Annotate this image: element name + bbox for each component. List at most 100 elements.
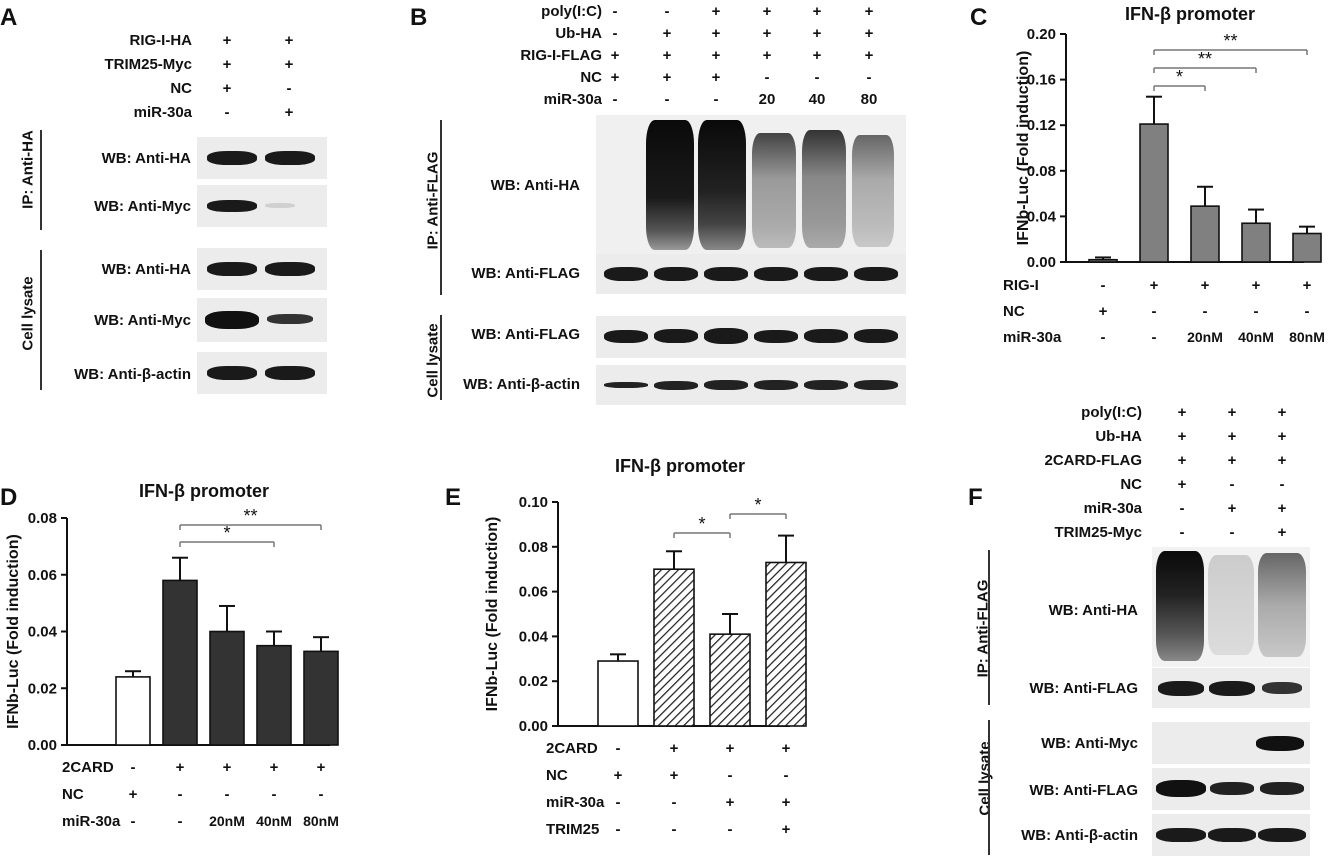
bar <box>765 561 807 727</box>
condition-value: + <box>1177 428 1187 445</box>
blot-smear <box>646 120 694 250</box>
significance-mark: * <box>754 495 761 515</box>
condition-value: + <box>610 69 620 86</box>
bar <box>256 644 292 746</box>
condition-value: - <box>1254 303 1259 320</box>
condition-label: poly(I:C) <box>1081 404 1142 421</box>
condition-value: + <box>1177 476 1187 493</box>
condition-value: - <box>272 786 277 803</box>
condition-value: - <box>728 767 733 784</box>
blot-band <box>207 366 257 380</box>
blot-strip <box>197 137 327 179</box>
y-tick-label: 0.08 <box>519 539 548 556</box>
blot-band <box>1258 828 1306 842</box>
condition-value: - <box>612 91 618 108</box>
lysate-label: Cell lysate <box>976 741 994 816</box>
condition-value: - <box>1179 524 1185 541</box>
blot-label: WB: Anti-Myc <box>94 198 191 215</box>
condition-label: Ub-HA <box>1095 428 1142 445</box>
blot-band <box>604 267 648 281</box>
blot-band <box>754 329 798 343</box>
condition-label: RIG-I-HA <box>129 32 193 49</box>
y-tick-label: 0.20 <box>1027 26 1056 43</box>
condition-value: + <box>782 794 791 811</box>
blot-band <box>1208 828 1256 842</box>
y-tick-label: 0.04 <box>519 628 549 645</box>
condition-label: 2CARD-FLAG <box>1044 452 1143 469</box>
condition-value: 40nM <box>256 813 292 829</box>
condition-value: + <box>223 759 232 776</box>
blot-strip <box>596 316 906 358</box>
y-axis-label: IFNb-Luc (Fold induction) <box>1015 51 1032 246</box>
condition-value: 40nM <box>1238 329 1274 345</box>
blot-label: WB: Anti-FLAG <box>1029 680 1138 697</box>
y-tick-label: 0.08 <box>1027 163 1056 180</box>
condition-value: - <box>1305 303 1310 320</box>
bar <box>1139 123 1169 263</box>
lysate-label: Cell lysate <box>424 323 442 398</box>
blot-label: WB: Anti-FLAG <box>1029 782 1138 799</box>
condition-value: + <box>711 25 721 42</box>
significance-mark: ** <box>243 506 257 526</box>
condition-value: + <box>129 786 138 803</box>
condition-value: + <box>1099 303 1108 320</box>
y-axis-label: IFNb-Luc (Fold induction) <box>484 517 501 712</box>
panel-label-f: F <box>968 484 983 511</box>
condition-value: - <box>616 740 621 757</box>
bar <box>597 660 639 727</box>
condition-label: 2CARD <box>546 740 598 757</box>
condition-value: + <box>1177 404 1187 421</box>
bar <box>303 650 339 746</box>
blot-band <box>1209 681 1255 696</box>
condition-value: + <box>1201 277 1210 294</box>
bar <box>653 568 695 727</box>
y-tick-label: 0.12 <box>1027 117 1056 134</box>
ip-bracket <box>988 550 990 705</box>
y-tick-label: 0.02 <box>519 673 548 690</box>
condition-value: + <box>610 47 620 64</box>
blot-band <box>654 380 698 390</box>
condition-value: + <box>670 767 679 784</box>
y-tick-label: 0.00 <box>1027 254 1056 271</box>
blot-band <box>604 382 648 388</box>
blot-smear <box>852 135 894 247</box>
condition-value: + <box>711 69 721 86</box>
condition-value: + <box>176 759 185 776</box>
blot-strip <box>1152 668 1310 708</box>
bar <box>1241 222 1271 263</box>
blot-strip <box>197 298 327 342</box>
condition-value: + <box>284 56 294 73</box>
condition-value: + <box>1227 428 1237 445</box>
condition-value: 20nM <box>1187 329 1223 345</box>
condition-value: + <box>812 25 822 42</box>
significance-mark: * <box>1176 67 1183 87</box>
blot-label: WB: Anti-FLAG <box>471 265 580 282</box>
condition-value: - <box>616 794 621 811</box>
y-tick-label: 0.00 <box>28 737 57 754</box>
condition-label: TRIM25 <box>546 821 599 838</box>
bar <box>709 633 751 727</box>
condition-value: + <box>812 3 822 20</box>
bar <box>1190 205 1220 263</box>
panel-label-e: E <box>445 484 462 511</box>
y-tick-label: 0.06 <box>519 584 548 601</box>
blot-strip <box>596 365 906 405</box>
y-tick-label: 0.04 <box>1027 208 1057 225</box>
condition-value: + <box>1150 277 1159 294</box>
lysate-bracket <box>440 315 442 400</box>
condition-value: - <box>713 91 719 108</box>
condition-label: NC <box>62 786 84 803</box>
condition-label: miR-30a <box>1003 329 1062 346</box>
panel-label-d: D <box>0 484 18 511</box>
ip-bracket <box>40 130 42 230</box>
bar <box>209 630 245 746</box>
condition-value: - <box>178 813 183 830</box>
blot-band <box>804 380 848 390</box>
condition-value: - <box>814 69 820 86</box>
condition-value: 80 <box>860 91 878 108</box>
blot-band <box>704 380 748 390</box>
condition-label: RIG-I <box>1003 277 1039 294</box>
condition-value: - <box>672 821 677 838</box>
condition-value: 20nM <box>209 813 245 829</box>
significance-mark: * <box>223 523 230 543</box>
